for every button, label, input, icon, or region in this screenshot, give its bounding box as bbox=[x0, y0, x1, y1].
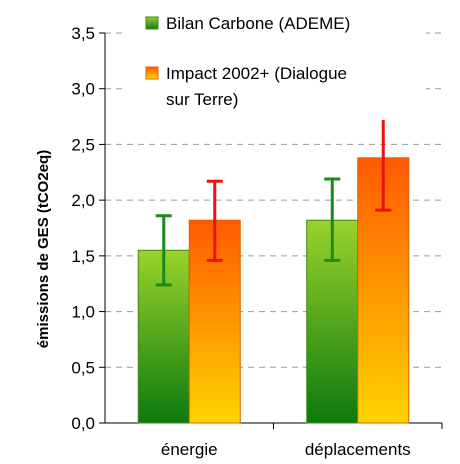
y-tick-label: 3,0 bbox=[71, 80, 95, 99]
y-tick-label: 2,5 bbox=[71, 135, 95, 154]
bars bbox=[137, 157, 410, 424]
y-tick-label: 1,5 bbox=[71, 247, 95, 266]
y-tick-labels: 0,0 0,5 1,0 1,5 2,0 2,5 3,0 3,5 bbox=[71, 24, 95, 433]
legend-swatch-impact-2002 bbox=[145, 66, 159, 80]
legend: Bilan Carbone (ADEME) Impact 2002+ (Dial… bbox=[126, 8, 426, 120]
legend-label-impact-2002-line1: Impact 2002+ (Dialogue bbox=[166, 64, 347, 83]
y-tick-label: 1,0 bbox=[71, 303, 95, 322]
y-axis-label: émissions de GES (tCO2eq) bbox=[35, 150, 52, 348]
legend-label-impact-2002-line2: sur Terre) bbox=[166, 90, 238, 109]
y-tick-label: 0,5 bbox=[71, 358, 95, 377]
y-tick-label: 2,0 bbox=[71, 191, 95, 210]
y-tick-label: 0,0 bbox=[71, 414, 95, 433]
legend-label-bilan-carbone: Bilan Carbone (ADEME) bbox=[166, 14, 350, 33]
y-tick-label: 3,5 bbox=[71, 24, 95, 43]
legend-bg bbox=[126, 8, 426, 120]
legend-swatch-bilan-carbone bbox=[145, 16, 159, 30]
category-label: déplacements bbox=[305, 440, 411, 459]
category-label: énergie bbox=[161, 440, 218, 459]
category-labels: énergie déplacements bbox=[161, 440, 411, 459]
